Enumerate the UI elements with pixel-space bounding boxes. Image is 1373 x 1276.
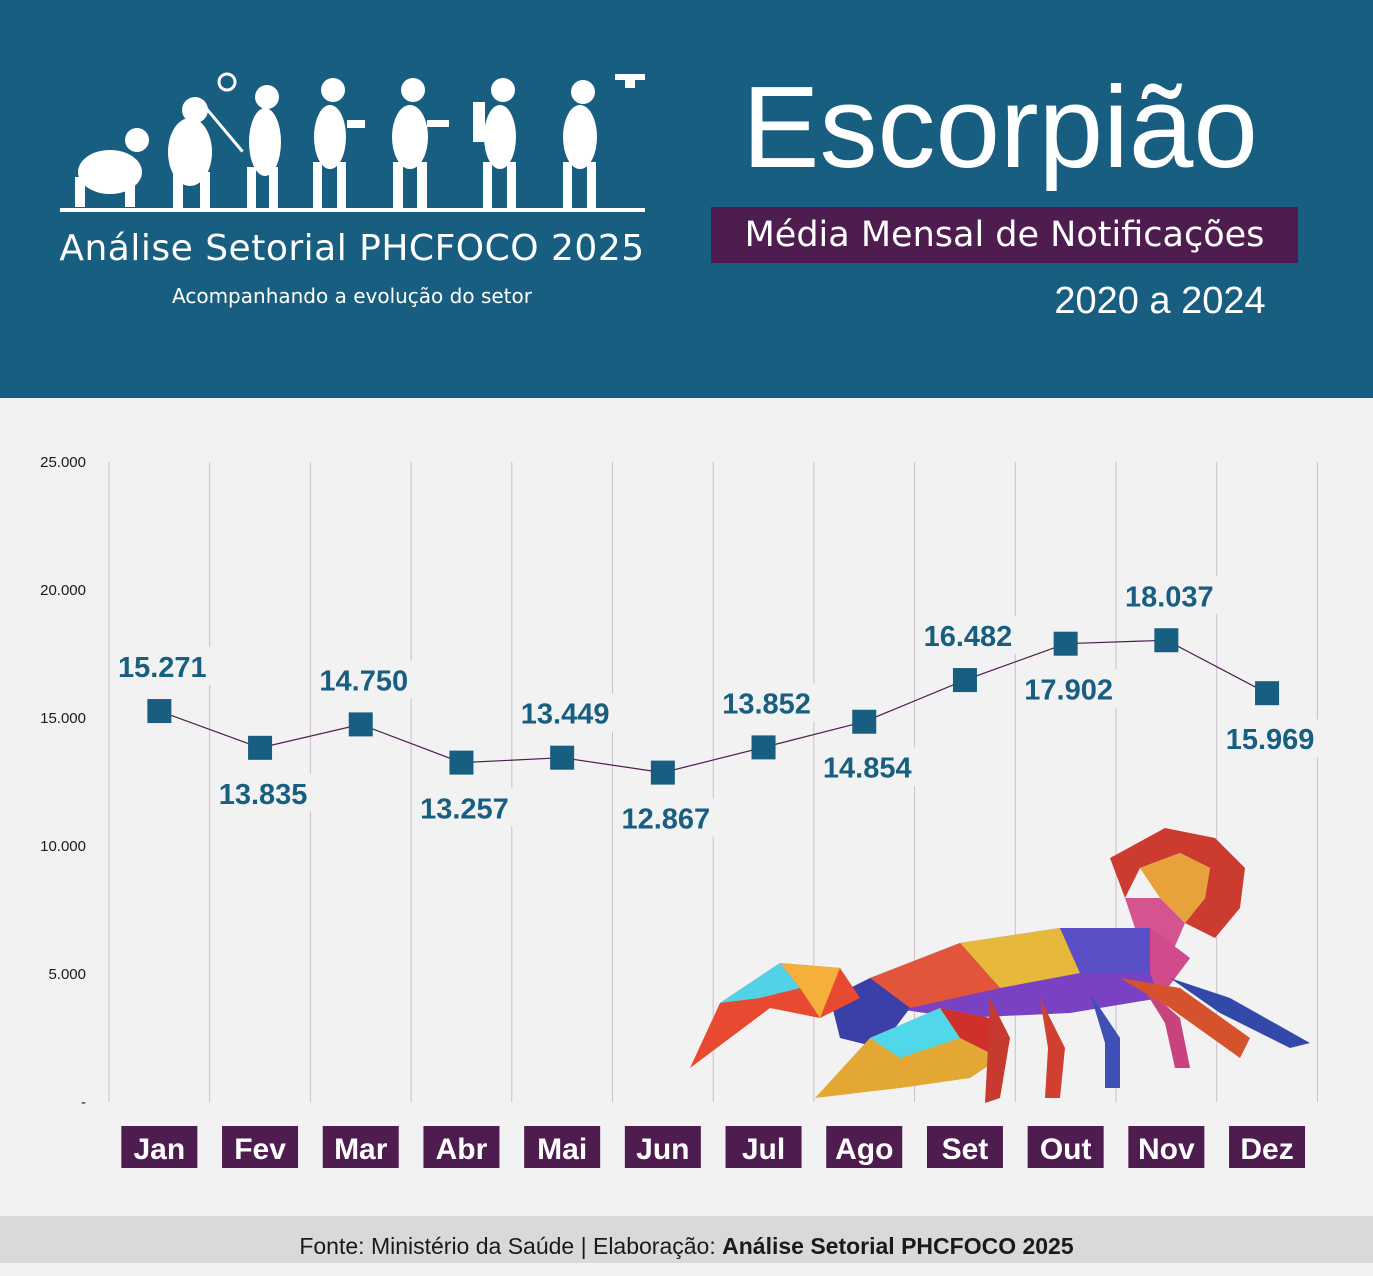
x-category-box	[926, 1126, 1003, 1168]
data-label: 15.969	[1226, 724, 1315, 756]
data-label: 16.482	[924, 621, 1013, 653]
header-banner: Análise Setorial PHCFOCO 2025 Acompanhan…	[0, 0, 1373, 398]
x-tick-label: Mar	[334, 1133, 388, 1166]
data-label-bg	[313, 660, 414, 699]
data-label-bg	[1220, 719, 1321, 758]
data-point	[1154, 628, 1179, 653]
data-label: 13.257	[420, 794, 509, 826]
x-tick-label: Mai	[537, 1133, 587, 1166]
x-category-box	[826, 1126, 903, 1168]
x-tick-label: Abr	[436, 1133, 488, 1166]
data-point	[952, 668, 977, 693]
x-category-box	[725, 1126, 802, 1168]
data-point	[248, 735, 273, 760]
page-title: Escorpião	[742, 62, 1258, 192]
data-label: 17.902	[1024, 675, 1113, 707]
y-tick-label: 15.000	[40, 710, 86, 727]
data-label: 13.449	[521, 699, 610, 731]
data-label-bg	[1018, 669, 1119, 708]
data-point	[147, 699, 172, 724]
x-tick-label: Ago	[835, 1133, 893, 1166]
data-label-bg	[1119, 576, 1220, 615]
data-label-bg	[515, 693, 616, 732]
line-chart: - 5.000 10.000 15.000 20.000 25.000 15.271 13.…	[40, 454, 1321, 1168]
y-tick-label: 25.000	[40, 454, 86, 471]
data-label: 12.867	[621, 804, 710, 836]
x-tick-label: Dez	[1240, 1133, 1293, 1166]
x-category-box	[524, 1126, 601, 1168]
x-category-box	[624, 1126, 701, 1168]
x-category-box	[423, 1126, 500, 1168]
data-point	[852, 709, 877, 734]
data-label: 15.271	[118, 652, 207, 684]
x-category-box	[322, 1126, 399, 1168]
data-point	[449, 750, 474, 775]
data-label-bg	[213, 773, 314, 812]
data-point	[650, 760, 675, 785]
data-label: 14.854	[823, 753, 912, 785]
data-label-bg	[414, 788, 515, 827]
y-tick-label: 10.000	[40, 838, 86, 855]
data-point	[1255, 681, 1280, 706]
y-tick-label: 5.000	[48, 966, 86, 983]
data-label: 13.852	[722, 688, 811, 720]
data-point	[348, 712, 373, 737]
x-tick-label: Jun	[636, 1133, 689, 1166]
data-label-bg	[716, 683, 817, 722]
x-tick-label: Jul	[742, 1133, 785, 1166]
data-label: 14.750	[319, 665, 408, 697]
data-point	[751, 735, 776, 760]
data-label-bg	[817, 747, 918, 786]
data-label: 13.835	[219, 779, 308, 811]
evolution-silhouette-icon	[60, 72, 645, 212]
source-text: Fonte: Ministério da Saúde | Elaboração:	[299, 1233, 723, 1259]
x-tick-label: Set	[942, 1133, 989, 1166]
brand-title: Análise Setorial PHCFOCO 2025	[59, 228, 645, 269]
series-line	[159, 639, 1268, 774]
data-point	[1053, 631, 1078, 656]
x-tick-label: Fev	[234, 1133, 286, 1166]
x-category-box	[222, 1126, 299, 1168]
period-label: 2020 a 2024	[1054, 280, 1266, 322]
brand-subtitle: Acompanhando a evolução do setor	[172, 284, 532, 308]
x-category-box	[1027, 1126, 1104, 1168]
data-point	[550, 745, 575, 770]
x-category-box	[1128, 1126, 1205, 1168]
data-label-bg	[615, 798, 716, 837]
x-tick-label: Jan	[133, 1133, 185, 1166]
y-tick-label: 20.000	[40, 582, 86, 599]
y-tick-label: -	[81, 1094, 86, 1111]
data-label-bg	[112, 647, 213, 686]
x-tick-label: Out	[1040, 1133, 1092, 1166]
x-category-box	[121, 1126, 198, 1168]
footer-source: Fonte: Ministério da Saúde | Elaboração:…	[0, 1216, 1373, 1263]
x-category-box	[1229, 1126, 1306, 1168]
data-label-bg	[917, 616, 1018, 655]
source-author: Análise Setorial PHCFOCO 2025	[722, 1233, 1074, 1259]
chart-subtitle: Média Mensal de Notificações	[711, 207, 1298, 263]
x-tick-label: Nov	[1138, 1133, 1195, 1166]
data-label: 18.037	[1125, 581, 1214, 613]
scorpion-illustration-icon	[690, 828, 1310, 1103]
